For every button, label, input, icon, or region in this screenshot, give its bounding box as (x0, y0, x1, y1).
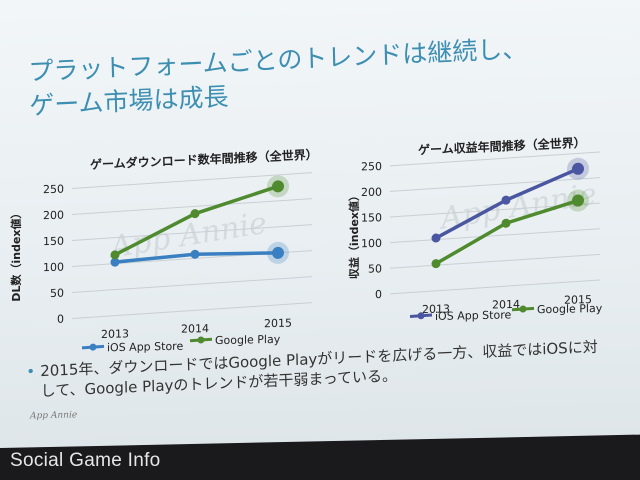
dl-legend-marker-1 (197, 336, 205, 344)
dl-legend-label-1: Google Play (215, 333, 281, 347)
rev-gridline (389, 228, 601, 244)
dl-xtick-label: 2014 (181, 322, 209, 336)
dl-ytick-label: 200 (43, 209, 64, 222)
dl-chart: 0 50 100 150 200 250 2013 2014 2015 DL数（index値） iO… (9, 172, 313, 355)
rev-gridline (389, 253, 601, 269)
dl-ytick-label: 50 (50, 287, 64, 300)
charts-canvas: 0 50 100 150 200 250 2013 2014 2015 DL数（index値） iO… (9, 151, 603, 355)
dl-ytick-label: 100 (43, 261, 64, 274)
rev-gridline (389, 151, 601, 167)
rev-series-1-point (572, 194, 584, 207)
footer-brand: Social Game Info (10, 450, 161, 471)
dl-gridline (71, 172, 313, 189)
rev-ytick-label: 200 (361, 186, 382, 199)
rev-legend-label-1: Google Play (537, 302, 603, 316)
rev-ytick-label: 50 (368, 262, 382, 275)
rev-legend-marker-1 (519, 305, 527, 313)
dl-legend-label-0: iOS App Store (107, 340, 183, 355)
rev-series-0-point (501, 195, 511, 205)
rev-series-0-point (572, 162, 584, 175)
rev-ytick-label: 250 (361, 160, 382, 173)
rev-ytick-label: 100 (361, 237, 382, 250)
rev-ytick-label: 0 (375, 288, 382, 301)
corner-logo: App Annie (30, 410, 78, 422)
bullet-dot: • (26, 362, 36, 381)
dl-series-1-point (190, 209, 200, 219)
rev-gridline (389, 177, 601, 192)
dl-series-0-point (190, 249, 200, 259)
rev-legend-marker-0 (417, 312, 425, 320)
rev-legend-label-0: iOS App Store (435, 308, 511, 323)
dl-series-0-point (110, 257, 120, 267)
rev-ytick-label: 150 (361, 211, 382, 224)
rev-ylabel: 収益（index値） (347, 190, 361, 279)
dl-series-1-line (114, 184, 279, 257)
dl-xtick-label: 2015 (264, 317, 292, 331)
dl-ytick-label: 0 (57, 313, 64, 326)
dl-gridline (71, 224, 313, 241)
dl-ytick-label: 250 (43, 183, 64, 196)
dl-series-1-point (272, 180, 284, 193)
slide: プラットフォームごとのトレンドは継続し、 ゲーム市場は成長 ゲームダウンロード数… (0, 0, 640, 449)
rev-series-0-point (431, 233, 441, 243)
rev-xtick-label: 2014 (492, 298, 520, 312)
dl-ytick-label: 150 (43, 235, 64, 248)
rev-series-1-point (431, 259, 441, 269)
dl-legend-marker-0 (89, 343, 97, 351)
dl-series-1-point (110, 250, 120, 260)
dl-gridline (71, 302, 313, 319)
dl-series-0-point (272, 246, 284, 259)
rev-xtick-label: 2015 (564, 293, 592, 307)
dl-gridline (71, 276, 313, 293)
dl-gridline (71, 198, 313, 215)
rev-chart: 0 50 100 150 200 250 2013 2014 2015 収益（index値） iOS… (347, 151, 603, 323)
rev-gridline (389, 279, 601, 295)
dl-xtick-label: 2013 (101, 327, 129, 341)
rev-xtick-label: 2013 (422, 303, 450, 317)
rev-series-1-point (501, 218, 511, 228)
dl-ylabel: DL数（index値） (9, 207, 23, 301)
